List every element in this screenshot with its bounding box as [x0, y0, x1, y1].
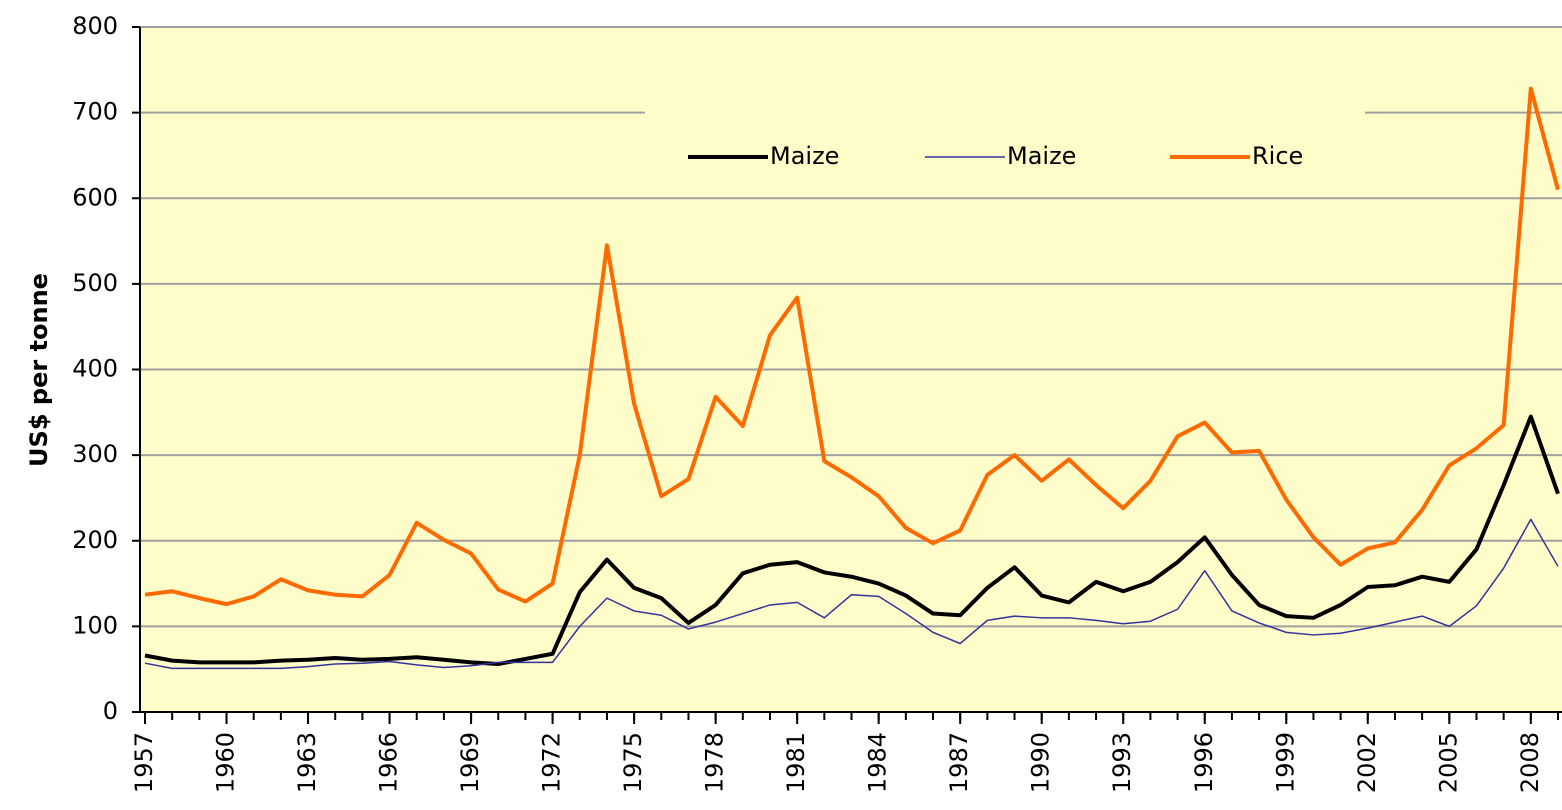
y-tick-label: 300 [72, 440, 118, 468]
x-tick-label: 1999 [1271, 732, 1299, 793]
y-tick-label: 800 [72, 12, 118, 40]
x-tick-label: 2002 [1353, 732, 1381, 793]
legend-label: Maize [770, 142, 839, 170]
series-line [144, 518, 1559, 670]
x-tick-label: 1957 [130, 732, 158, 793]
series-line [144, 414, 1560, 667]
y-axis-label: US$ per tonne [25, 273, 53, 467]
x-tick-label: 1984 [864, 732, 892, 793]
x-tick-label: 1972 [538, 732, 566, 793]
x-tick-label: 1966 [375, 732, 403, 793]
series-line [144, 86, 1560, 607]
y-tick-label: 700 [72, 98, 118, 126]
x-tick-label: 1963 [293, 732, 321, 793]
y-tick-label: 400 [72, 355, 118, 383]
x-tick-label: 2008 [1516, 732, 1544, 793]
x-tick-label: 1978 [701, 732, 729, 793]
x-tick-label: 2005 [1434, 732, 1462, 793]
x-tick-label: 1960 [212, 732, 240, 793]
y-tick-label: 100 [72, 611, 118, 639]
x-tick-label: 1969 [456, 732, 484, 793]
legend-label: Rice [1252, 142, 1303, 170]
legend-box [645, 100, 1365, 130]
x-tick-label: 1975 [619, 732, 647, 793]
y-tick-label: 500 [72, 269, 118, 297]
y-tick-label: 600 [72, 183, 118, 211]
x-tick-label: 1996 [1190, 732, 1218, 793]
legend-label: Maize [1007, 142, 1076, 170]
x-tick-label: 1981 [782, 732, 810, 793]
x-tick-label: 1990 [1027, 732, 1055, 793]
series-group [144, 86, 1560, 670]
y-tick-label: 200 [72, 526, 118, 554]
x-tick-label: 1987 [945, 732, 973, 793]
y-tick-label: 0 [103, 697, 118, 725]
x-tick-label: 1993 [1108, 732, 1136, 793]
